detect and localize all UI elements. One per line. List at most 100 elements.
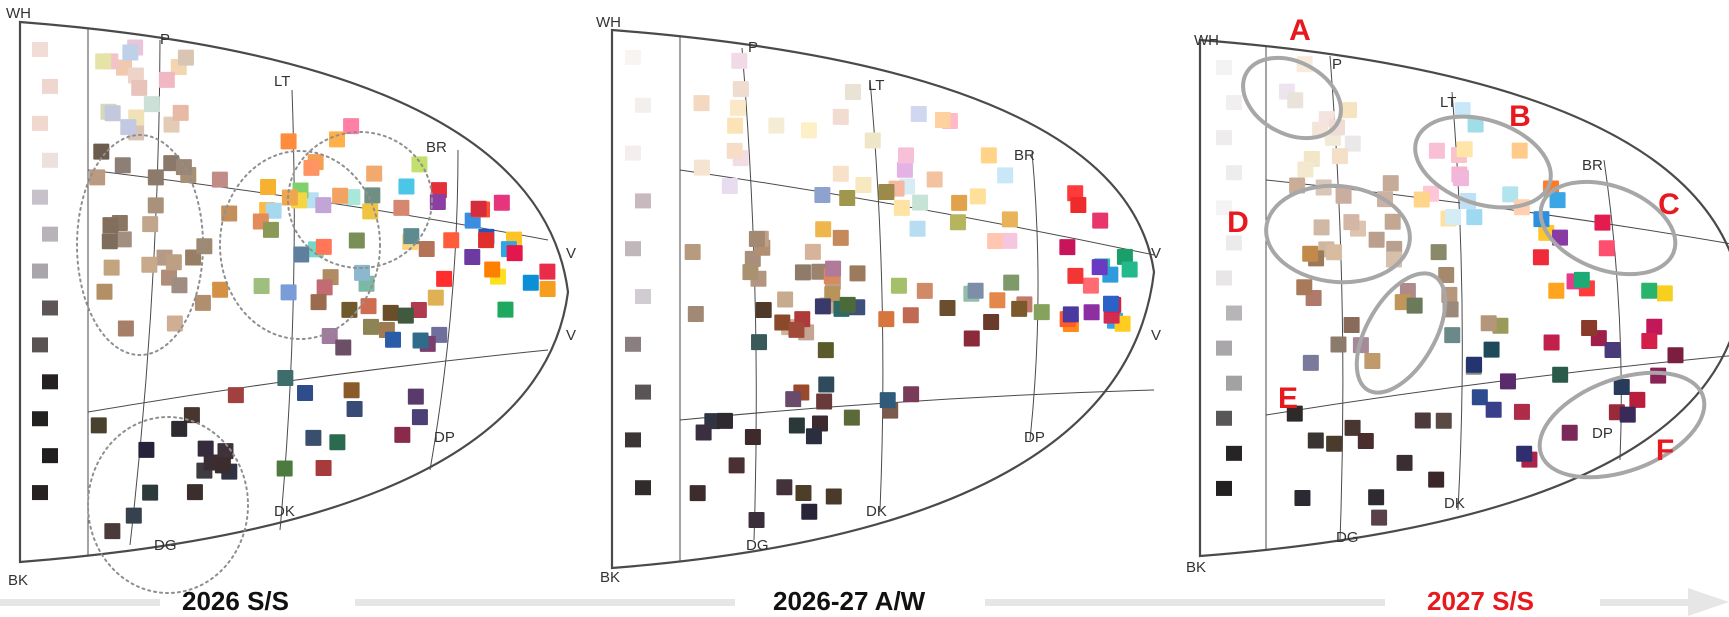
neutral-swatch bbox=[42, 374, 58, 390]
tone-label-lt: LT bbox=[274, 73, 290, 90]
color-swatch-deep bbox=[939, 299, 956, 316]
color-swatch-bright bbox=[1532, 249, 1549, 266]
color-swatch-bright bbox=[1116, 248, 1133, 265]
color-swatch-dull bbox=[354, 264, 371, 281]
caption-2026-ss: 2026 S/S bbox=[182, 586, 289, 616]
color-swatch-light bbox=[1456, 141, 1473, 158]
tone-grid-line bbox=[87, 349, 549, 413]
color-swatch-soft bbox=[1368, 231, 1385, 248]
color-swatch-dark bbox=[811, 415, 828, 432]
color-swatch-deep bbox=[774, 314, 791, 331]
color-swatch-deep bbox=[1011, 300, 1028, 317]
tone-label-dp: DP bbox=[434, 429, 455, 446]
color-swatch-light bbox=[1502, 186, 1519, 203]
color-swatch-soft bbox=[777, 291, 794, 308]
color-swatch-bright bbox=[1573, 271, 1590, 288]
color-swatch-dull bbox=[418, 241, 435, 258]
neutral-swatch bbox=[635, 97, 651, 113]
color-swatch-dark bbox=[776, 479, 793, 496]
color-swatch-light bbox=[280, 133, 297, 150]
tone-label-p: P bbox=[748, 39, 758, 56]
neutral-swatch bbox=[42, 78, 58, 94]
color-swatch-bright bbox=[429, 193, 446, 210]
color-swatch-bright bbox=[1598, 240, 1615, 257]
color-swatch-dull bbox=[1406, 297, 1423, 314]
color-swatch-deep bbox=[785, 391, 802, 408]
color-swatch-light bbox=[909, 220, 926, 237]
color-swatch-soft bbox=[142, 216, 159, 233]
color-swatch-bright bbox=[1121, 261, 1138, 278]
color-swatch-dull bbox=[832, 229, 849, 246]
tone-label-dk: DK bbox=[274, 503, 295, 520]
color-swatch-light bbox=[898, 147, 915, 164]
color-swatch-deep bbox=[410, 301, 427, 318]
color-swatch-deep bbox=[1499, 373, 1516, 390]
color-swatch-deep bbox=[407, 388, 424, 405]
color-swatch-dull bbox=[1003, 274, 1020, 291]
color-swatch-soft bbox=[1384, 213, 1401, 230]
color-swatch-bright bbox=[1103, 295, 1120, 312]
color-swatch-dull bbox=[1330, 336, 1347, 353]
neutral-swatch bbox=[1226, 375, 1242, 391]
color-swatch-pale bbox=[1344, 135, 1361, 152]
color-swatch-deep bbox=[814, 298, 831, 315]
color-swatch-pale bbox=[177, 49, 194, 66]
caption-2026-27-aw: 2026-27 A/W bbox=[773, 586, 926, 616]
hue-tone-chart-2026-ss: WH BK P LT BR V V DP DK DG bbox=[0, 0, 576, 594]
color-swatch-dull bbox=[1033, 304, 1050, 321]
color-swatch-bright bbox=[539, 263, 556, 280]
neutral-swatch bbox=[625, 50, 641, 65]
color-swatch-deep bbox=[816, 393, 833, 410]
color-swatch-dark bbox=[788, 417, 805, 434]
color-swatch-dull bbox=[403, 228, 420, 245]
color-swatch-bright bbox=[1062, 306, 1079, 323]
tone-grid-line bbox=[741, 47, 757, 541]
color-swatch-bright bbox=[1082, 277, 1099, 294]
color-swatch-bright bbox=[497, 301, 514, 318]
color-swatch-dull bbox=[1480, 315, 1497, 332]
neutral-swatch bbox=[635, 384, 651, 400]
color-swatch-dark bbox=[1368, 489, 1385, 506]
color-swatch-deep bbox=[751, 334, 768, 351]
color-swatch-dark bbox=[125, 507, 142, 524]
color-swatch-light bbox=[1001, 232, 1018, 249]
color-swatch-light bbox=[332, 187, 349, 204]
color-swatch-dull bbox=[348, 232, 365, 249]
color-swatch-pale bbox=[800, 122, 817, 139]
color-swatch-soft bbox=[748, 231, 765, 248]
tone-label-v: V bbox=[566, 327, 576, 344]
color-swatch-pale bbox=[158, 71, 175, 88]
timeline-arrow bbox=[0, 588, 1729, 616]
color-swatch-dull bbox=[310, 294, 327, 311]
color-swatch-deep bbox=[412, 332, 429, 349]
color-swatch-deep bbox=[843, 409, 860, 426]
color-swatch-light bbox=[328, 131, 345, 148]
color-swatch-light bbox=[912, 194, 929, 211]
tone-label-br: BR bbox=[426, 139, 447, 156]
color-swatch-dull bbox=[316, 279, 333, 296]
color-swatch-light bbox=[1413, 191, 1430, 208]
color-swatch-pale bbox=[122, 44, 139, 61]
color-swatch-pale bbox=[726, 142, 743, 159]
color-swatch-bright bbox=[539, 281, 556, 298]
color-swatch-deep bbox=[305, 429, 322, 446]
color-swatch-dark bbox=[805, 428, 822, 445]
neutral-swatch bbox=[32, 115, 48, 131]
color-swatch-deep bbox=[1485, 401, 1502, 418]
color-swatch-deep bbox=[1667, 347, 1684, 364]
color-swatch-dull bbox=[1343, 316, 1360, 333]
color-swatch-light bbox=[1428, 142, 1445, 159]
tone-label-dk: DK bbox=[1444, 495, 1465, 512]
color-swatch-dull bbox=[815, 221, 832, 238]
color-swatch-deep bbox=[1619, 406, 1636, 423]
tone-label-wh: WH bbox=[596, 14, 621, 31]
color-swatch-bright bbox=[493, 194, 510, 211]
color-swatch-dark bbox=[1326, 435, 1343, 452]
color-swatch-dull bbox=[878, 311, 895, 328]
color-swatch-soft bbox=[101, 233, 118, 250]
highlight-label: E bbox=[1278, 382, 1298, 415]
color-swatch-pale bbox=[732, 81, 749, 98]
color-swatch-dark bbox=[104, 523, 121, 540]
color-swatch-soft bbox=[175, 159, 192, 176]
chart-outline bbox=[18, 20, 570, 564]
